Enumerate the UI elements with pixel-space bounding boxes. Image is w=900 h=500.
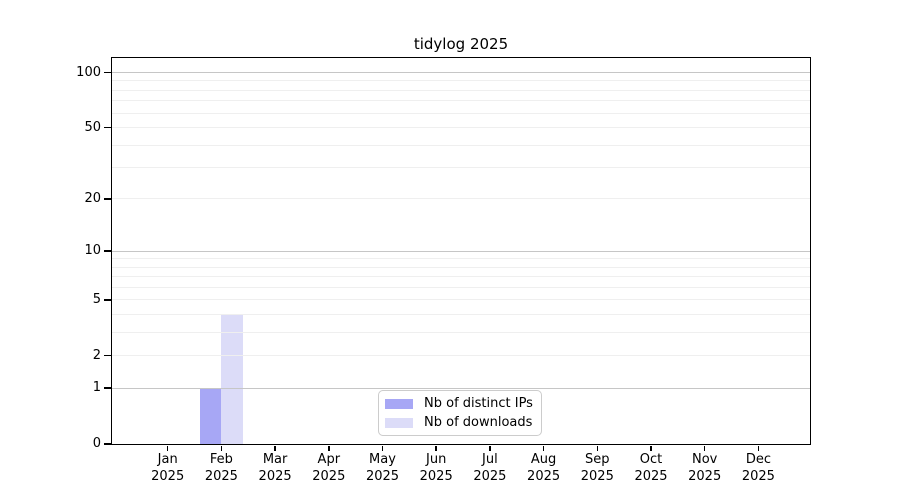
gridline-major <box>112 72 810 74</box>
x-tick-label-line: Jul <box>482 452 498 467</box>
x-tick-label-line: 2025 <box>473 468 507 484</box>
x-tick <box>166 445 169 451</box>
x-tick-label-line: Aug <box>530 452 557 467</box>
plot-frame <box>110 56 811 445</box>
gridline-minor <box>112 112 810 114</box>
y-tick <box>104 126 111 129</box>
x-tick-label: Dec 2025 <box>723 452 793 485</box>
x-tick-label-line: Nov <box>692 452 718 467</box>
x-tick <box>274 445 276 451</box>
x-tick-label: Feb 2025 <box>186 452 256 485</box>
x-tick-label-line: Mar <box>262 452 288 467</box>
x-tick-label-line: 2025 <box>580 468 614 484</box>
x-tick-label-line: May <box>369 452 396 467</box>
y-tick <box>104 354 111 357</box>
legend: Nb of distinct IPs Nb of downloads <box>378 390 542 436</box>
gridline-major <box>112 250 810 252</box>
x-tick <box>757 445 760 451</box>
y-tick <box>104 198 111 200</box>
x-tick-label: Mar 2025 <box>240 452 310 485</box>
x-tick-label-line: 2025 <box>151 468 185 484</box>
x-tick-label: Sep 2025 <box>562 452 632 485</box>
y-tick <box>104 387 111 389</box>
x-tick-label-line: Dec <box>745 452 771 467</box>
gridline-minor <box>112 127 810 129</box>
x-tick <box>220 445 223 451</box>
y-tick <box>104 443 111 445</box>
x-tick <box>489 445 491 451</box>
y-tick <box>104 71 111 74</box>
gridline-minor <box>112 80 810 82</box>
x-tick-label-line: 2025 <box>365 468 400 484</box>
x-tick <box>650 445 652 451</box>
gridline-minor <box>112 313 810 315</box>
y-tick-label: 50 <box>84 119 101 135</box>
plot-area <box>112 58 810 444</box>
x-tick-label: Nov 2025 <box>670 452 740 485</box>
x-tick-label-line: 2025 <box>419 468 453 484</box>
x-tick-label-line: 2025 <box>204 468 238 484</box>
x-tick-label-line: 2025 <box>258 468 292 484</box>
gridline-minor <box>112 167 810 169</box>
y-tick-label: 10 <box>84 243 101 258</box>
x-tick-label: Oct 2025 <box>616 452 686 485</box>
gridline-minor <box>112 144 810 146</box>
legend-item-downloads: Nb of downloads <box>379 415 541 431</box>
chart-title: tidylog 2025 <box>413 35 509 53</box>
x-tick-label: Jul 2025 <box>455 452 525 485</box>
x-tick-label-line: 2025 <box>527 468 561 484</box>
legend-swatch-downloads <box>385 417 413 428</box>
bar-distinct-ips-feb-2025 <box>199 388 222 444</box>
legend-label-distinct-ips: Nb of distinct IPs <box>424 395 533 411</box>
legend-label-downloads: Nb of downloads <box>424 414 533 430</box>
x-tick <box>328 445 330 451</box>
y-tick-label: 20 <box>84 190 101 206</box>
x-tick-label: Jun 2025 <box>401 452 471 485</box>
x-tick-label-line: Jan <box>157 452 178 467</box>
gridline-minor <box>112 266 810 268</box>
gridline-minor <box>112 286 810 288</box>
y-tick <box>104 299 111 301</box>
x-tick <box>435 445 437 451</box>
x-tick-label: Jan 2025 <box>133 452 203 485</box>
x-tick-label-line: Feb <box>209 452 233 467</box>
y-tick-label: 1 <box>92 380 101 396</box>
x-tick-label-line: Oct <box>639 452 663 467</box>
y-tick-label: 5 <box>92 291 101 307</box>
y-tick <box>104 250 111 252</box>
gridline-minor <box>112 198 810 200</box>
gridline-major <box>112 387 810 389</box>
x-tick-label: May 2025 <box>348 452 418 485</box>
x-tick-label-line: 2025 <box>741 468 775 484</box>
x-tick-label-line: 2025 <box>634 468 668 484</box>
x-tick <box>596 445 599 451</box>
y-tick-label: 2 <box>92 347 101 363</box>
legend-item-distinct-ips: Nb of distinct IPs <box>379 396 541 412</box>
y-tick-label: 100 <box>76 64 101 80</box>
y-tick-label: 0 <box>92 436 101 451</box>
x-tick-label-line: Apr <box>317 452 341 467</box>
x-tick <box>381 445 384 451</box>
x-tick-label: Aug 2025 <box>509 452 579 485</box>
gridline-minor <box>112 89 810 91</box>
x-tick <box>542 445 545 451</box>
x-tick-label-line: Jun <box>426 452 447 467</box>
gridline-minor <box>112 331 810 333</box>
legend-swatch-distinct-ips <box>385 398 413 409</box>
x-tick-label: Apr 2025 <box>294 452 364 485</box>
gridline-minor <box>112 299 810 301</box>
gridline-minor <box>112 100 810 102</box>
x-tick-label-line: Sep <box>585 452 610 467</box>
gridline-minor <box>112 355 810 357</box>
gridline-minor <box>112 258 810 260</box>
x-tick <box>703 445 706 451</box>
gridline-minor <box>112 276 810 278</box>
x-tick-label-line: 2025 <box>312 468 346 484</box>
bar-downloads-feb-2025 <box>221 314 243 444</box>
x-tick-label-line: 2025 <box>688 468 722 484</box>
